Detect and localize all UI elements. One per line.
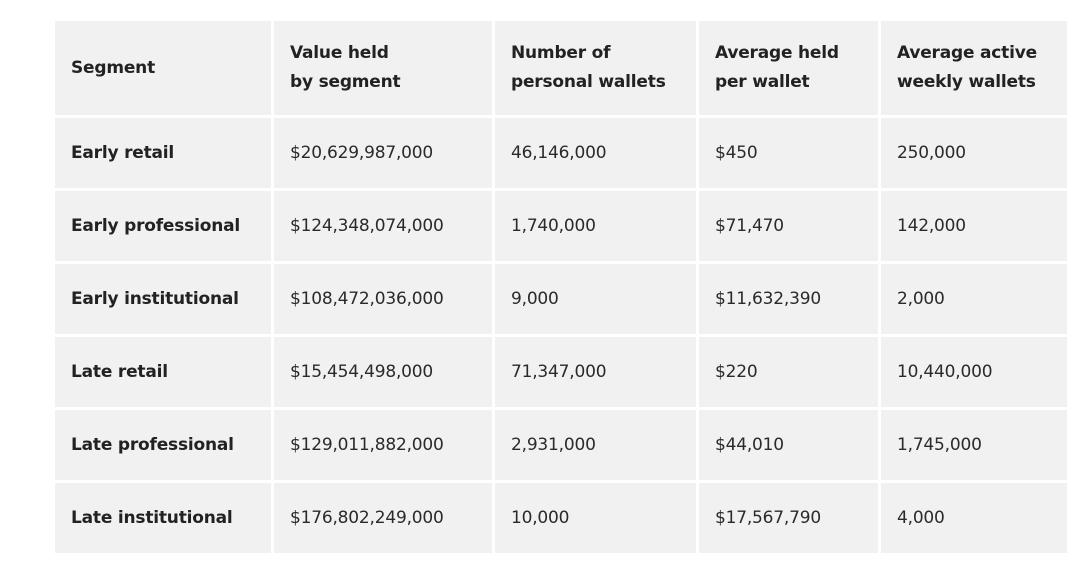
cell-number-of-wallets: 2,931,000 xyxy=(495,410,696,480)
cell-value-held: $124,348,074,000 xyxy=(274,191,492,261)
header-segment-label: Segment xyxy=(71,57,156,78)
cell-number-of-wallets: 10,000 xyxy=(495,483,696,553)
header-value-held-line1: Value held xyxy=(290,43,389,63)
cell-average-active-weekly: 1,745,000 xyxy=(881,410,1067,480)
table-row: Early professional $124,348,074,000 1,74… xyxy=(55,191,1067,261)
cell-segment: Late institutional xyxy=(55,483,271,553)
cell-average-held: $220 xyxy=(699,337,878,407)
cell-average-active-weekly: 142,000 xyxy=(881,191,1067,261)
header-average-held-line2: per wallet xyxy=(715,72,810,92)
table-row: Early retail $20,629,987,000 46,146,000 … xyxy=(55,118,1067,188)
cell-number-of-wallets: 46,146,000 xyxy=(495,118,696,188)
header-number-of-wallets-line2: personal wallets xyxy=(511,72,666,92)
cell-value-held: $129,011,882,000 xyxy=(274,410,492,480)
table-row: Late professional $129,011,882,000 2,931… xyxy=(55,410,1067,480)
cell-average-held: $44,010 xyxy=(699,410,878,480)
header-average-active-weekly-line2: weekly wallets xyxy=(897,72,1036,92)
table-header-row: Segment Value held by segment Number of … xyxy=(55,21,1067,115)
cell-number-of-wallets: 71,347,000 xyxy=(495,337,696,407)
cell-number-of-wallets: 9,000 xyxy=(495,264,696,334)
cell-average-active-weekly: 2,000 xyxy=(881,264,1067,334)
cell-average-active-weekly: 4,000 xyxy=(881,483,1067,553)
header-average-active-weekly: Average active weekly wallets xyxy=(881,21,1067,115)
header-average-active-weekly-line1: Average active xyxy=(897,43,1037,63)
cell-average-active-weekly: 250,000 xyxy=(881,118,1067,188)
cell-average-held: $450 xyxy=(699,118,878,188)
cell-segment: Early institutional xyxy=(55,264,271,334)
header-average-held: Average held per wallet xyxy=(699,21,878,115)
cell-segment: Late retail xyxy=(55,337,271,407)
header-number-of-wallets-line1: Number of xyxy=(511,43,611,63)
cell-average-held: $17,567,790 xyxy=(699,483,878,553)
segment-table: Segment Value held by segment Number of … xyxy=(52,18,1070,556)
cell-average-held: $71,470 xyxy=(699,191,878,261)
cell-value-held: $20,629,987,000 xyxy=(274,118,492,188)
header-segment: Segment xyxy=(55,21,271,115)
header-number-of-wallets: Number of personal wallets xyxy=(495,21,696,115)
header-average-held-line1: Average held xyxy=(715,43,839,63)
cell-segment: Late professional xyxy=(55,410,271,480)
header-value-held-line2: by segment xyxy=(290,72,401,92)
cell-average-held: $11,632,390 xyxy=(699,264,878,334)
table-row: Late retail $15,454,498,000 71,347,000 $… xyxy=(55,337,1067,407)
table-row: Early institutional $108,472,036,000 9,0… xyxy=(55,264,1067,334)
cell-value-held: $15,454,498,000 xyxy=(274,337,492,407)
cell-value-held: $108,472,036,000 xyxy=(274,264,492,334)
segment-table-container: Segment Value held by segment Number of … xyxy=(52,18,1067,556)
table-row: Late institutional $176,802,249,000 10,0… xyxy=(55,483,1067,553)
cell-segment: Early professional xyxy=(55,191,271,261)
header-value-held: Value held by segment xyxy=(274,21,492,115)
cell-value-held: $176,802,249,000 xyxy=(274,483,492,553)
cell-average-active-weekly: 10,440,000 xyxy=(881,337,1067,407)
cell-segment: Early retail xyxy=(55,118,271,188)
cell-number-of-wallets: 1,740,000 xyxy=(495,191,696,261)
